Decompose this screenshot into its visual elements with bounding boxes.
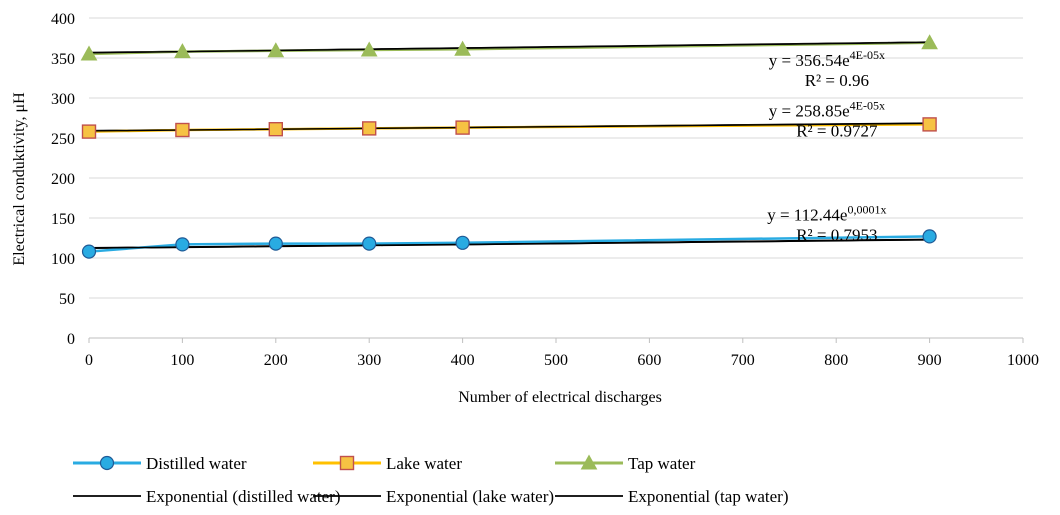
y-tick-label-5: 250 [51,131,75,148]
y-tick-label-4: 200 [51,171,75,188]
trendline-r2-1: R² = 0.9727 [796,121,878,140]
x-tick-label-7: 700 [731,352,755,369]
y-tick-label-6: 300 [51,91,75,108]
x-axis-label: Number of electrical discharges [458,389,662,406]
x-tick-label-8: 800 [824,352,848,369]
x-tick-label-3: 300 [357,352,381,369]
trendline-equation-2: y = 356.54e4E-05x [769,48,885,70]
trendline-equation-1: y = 258.85e4E-05x [769,98,885,120]
x-tick-label-2: 200 [264,352,288,369]
y-tick-label-2: 100 [51,251,75,268]
x-tick-label-0: 0 [85,352,93,369]
legend: Distilled water Lake water Tap water Expone… [73,454,789,506]
y-tick-label-3: 150 [51,211,75,228]
trendline-equation-0: y = 112.44e0,0001x [767,202,886,224]
legend-label-4: Exponential (lake water) [386,487,554,506]
data-point-s1-0 [83,125,96,138]
x-tick-label-6: 600 [637,352,661,369]
x-tick-labels: 0 100 200 300 400 500 600 700 800 900 1000 [85,352,1039,369]
axes [89,338,1023,343]
trendline-r2-2: R² = 0.96 [805,71,869,90]
x-tick-label-5: 500 [544,352,568,369]
x-tick-label-10: 1000 [1007,352,1039,369]
y-tick-labels: 0 50 100 150 200 250 300 350 400 [51,11,75,348]
data-point-s1-3 [363,122,376,135]
legend-label-0: Distilled water [146,454,247,473]
y-tick-label-7: 350 [51,51,75,68]
trendline-r2-0: R² = 0.7953 [796,225,877,244]
legend-marker-1 [341,457,354,470]
data-point-s1-4 [456,121,469,134]
data-point-s1-5 [923,118,936,131]
y-tick-label-0: 0 [67,331,75,348]
data-point-s0-1 [176,238,189,251]
y-tick-label-8: 400 [51,11,75,28]
legend-marker-0 [101,457,114,470]
data-point-s1-2 [269,123,282,136]
y-tick-label-1: 50 [59,291,75,308]
x-tick-label-9: 900 [918,352,942,369]
data-point-s0-2 [269,237,282,250]
data-point-s0-5 [923,230,936,243]
x-tick-label-1: 100 [170,352,194,369]
legend-label-5: Exponential (tap water) [628,487,789,506]
y-axis-label: Electrical conduktivity, μH [11,92,28,266]
data-point-s0-3 [363,237,376,250]
legend-label-1: Lake water [386,454,462,473]
legend-label-3: Exponential (distilled water) [146,487,341,506]
data-point-s1-1 [176,124,189,137]
x-tick-label-4: 400 [451,352,475,369]
data-point-s0-0 [83,245,96,258]
data-point-s0-4 [456,236,469,249]
legend-label-2: Tap water [628,454,696,473]
